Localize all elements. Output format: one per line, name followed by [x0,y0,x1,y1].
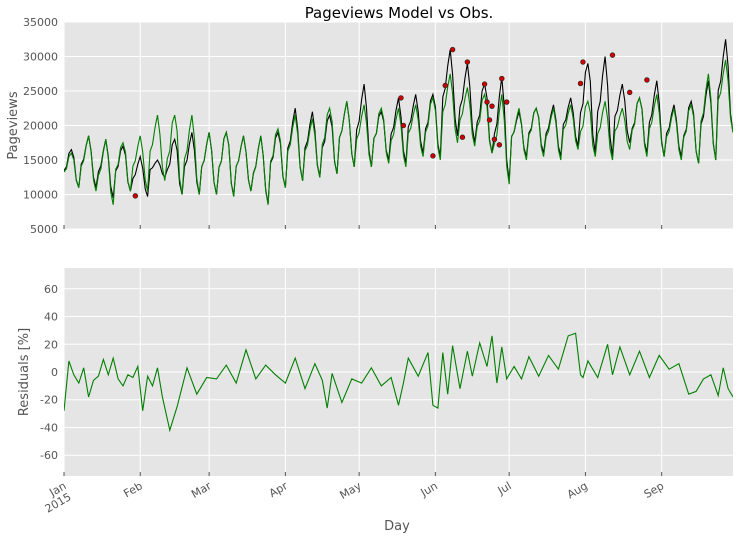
y-tick-label: -60 [40,449,58,462]
y-tick-label: 25000 [23,85,58,98]
outlier-marker [459,134,466,140]
y-tick-label: 15000 [23,154,58,167]
y-tick-label: 35000 [23,16,58,29]
y-tick-label: 5000 [30,223,58,236]
x-tick-label: Sep [642,479,666,501]
outlier-marker [491,136,498,143]
outlier-marker [577,80,584,87]
outlier-marker [504,99,510,105]
panel-1: 5000 10000 15000 20000 25000 30000 35000 Pagevi… [6,16,733,236]
outlier-marker [464,59,471,65]
model-line [64,59,733,205]
x-axis-label: Day [384,519,410,534]
outlier-marker [626,89,633,96]
y-tick-label: 20 [44,338,58,351]
y-tick-label: -20 [40,394,58,407]
y-tick-label: 60 [44,283,58,296]
y-tick-label: 10000 [23,189,58,202]
x-tick-label: Aug [565,479,590,501]
outlier-marker [489,103,495,109]
outlier-marker [496,142,503,148]
x-tick-label: Jun [418,479,440,499]
outlier-marker [132,193,139,199]
outlier-marker [484,99,490,105]
x-tick-label: Feb [121,479,144,500]
y-tick-label: -40 [40,421,58,434]
y-axis-label: Residuals [%] [17,328,32,416]
x-tick-label: Jul [495,479,514,497]
outlier-marker [499,75,505,82]
outlier-marker [580,59,586,65]
y-axis-label: Pageviews [6,91,21,159]
outlier-marker [644,77,650,83]
outlier-marker [400,122,407,129]
outlier-marker [398,95,404,101]
outlier-marker [442,82,448,89]
chart-title: Pageviews Model vs Obs. [305,4,494,22]
outlier-marker [430,153,436,159]
outlier-marker [449,46,456,53]
y-tick-label: 0 [51,366,58,379]
outlier-marker [486,117,493,123]
panel-2: -60 -40 -20 0 20 40 60 Residuals [%] [17,268,733,476]
x-tick-label: May [337,479,364,502]
x-tick-label: Apr [267,479,290,500]
x-tick-label: Mar [189,479,214,501]
outlier-marker [481,81,488,87]
y-tick-label: 30000 [23,51,58,64]
outlier-marker [609,52,616,58]
y-tick-label: 20000 [23,120,58,133]
residual-line [64,332,733,433]
y-tick-label: 40 [44,311,58,324]
